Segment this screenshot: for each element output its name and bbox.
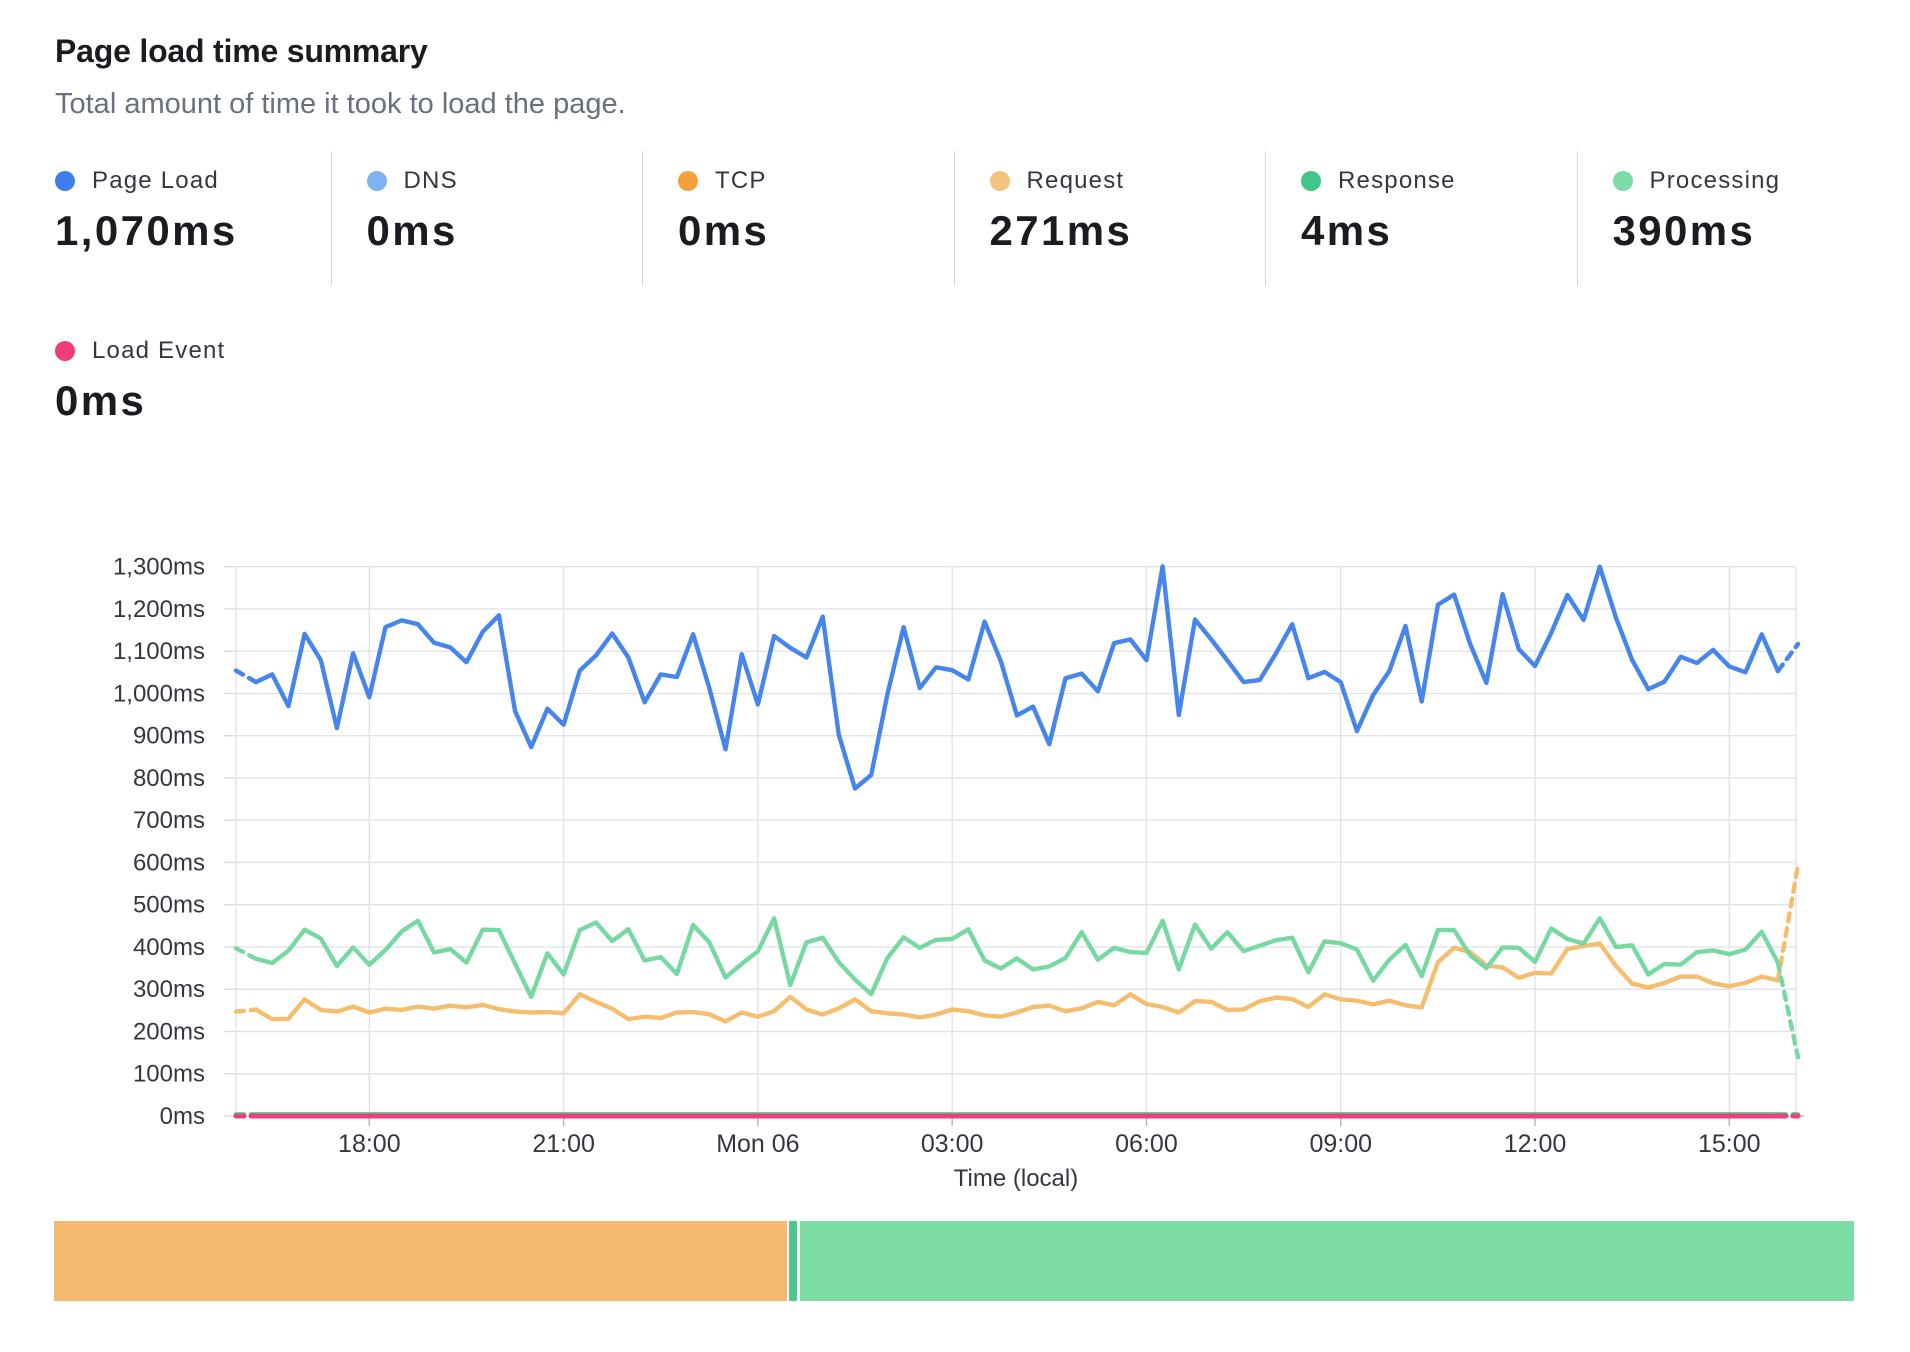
timeline-segment-divider-sliver[interactable] <box>788 1221 797 1301</box>
x-axis-label: 09:00 <box>1309 1130 1372 1158</box>
stat-divider <box>330 151 332 286</box>
series-page-load <box>253 564 1781 791</box>
stat-value: 390ms <box>1612 207 1756 254</box>
series-request <box>253 941 1781 1024</box>
stat-value: 271ms <box>989 207 1133 254</box>
y-axis-label: 300ms <box>133 976 205 1003</box>
stat-value: 0ms <box>366 207 458 254</box>
stat-label: Processing <box>1649 167 1781 194</box>
x-axis-label: 18:00 <box>338 1130 401 1158</box>
y-axis-label: 700ms <box>133 807 205 834</box>
stat-label: Page Load <box>92 167 219 194</box>
y-axis-label: 1,200ms <box>113 596 205 623</box>
y-axis-label: 1,100ms <box>113 638 205 665</box>
stat-divider <box>1265 151 1266 286</box>
y-axis-label: 600ms <box>133 849 205 876</box>
y-axis-label: 1,000ms <box>113 680 205 707</box>
timeline-segment-request-share[interactable] <box>54 1221 787 1301</box>
legend-dot-icon <box>366 171 387 191</box>
x-axis-label: Mon 06 <box>716 1130 799 1158</box>
timeline-bar[interactable] <box>54 1221 1854 1301</box>
x-axis-title: Time (local) <box>954 1165 1078 1192</box>
stat-label: Load Event <box>92 337 226 364</box>
series-processing <box>253 916 1781 999</box>
stat-value: 0ms <box>678 207 770 254</box>
x-axis-label: 21:00 <box>532 1130 595 1158</box>
series-page-load-edge <box>1775 641 1801 674</box>
x-axis-label: 15:00 <box>1698 1130 1761 1158</box>
page-title: Page load time summary <box>55 33 428 69</box>
stat-response: Response 4ms <box>1301 167 1577 255</box>
legend-dot-icon <box>678 171 698 191</box>
x-axis-label: 12:00 <box>1504 1130 1567 1158</box>
y-axis-label: 800ms <box>133 765 205 792</box>
stat-value: 1,070ms <box>55 207 238 254</box>
series-request-edge <box>233 1007 259 1014</box>
y-axis-label: 400ms <box>133 934 205 961</box>
legend-dot-icon <box>989 171 1010 191</box>
stat-tcp: TCP 0ms <box>678 167 954 255</box>
series-page-load-edge <box>233 668 259 685</box>
x-axis-label: 03:00 <box>921 1130 984 1158</box>
stat-label: TCP <box>715 167 767 194</box>
stat-divider <box>642 151 643 286</box>
legend-dot-icon <box>55 171 75 191</box>
legend-dot-icon <box>1612 171 1633 191</box>
stat-label: DNS <box>403 167 458 194</box>
series-request-edge <box>1775 862 1801 983</box>
page-load-time-chart[interactable]: 0ms 100ms 200ms 300ms 400ms 500ms 600ms 700ms 80… <box>0 0 1910 1210</box>
timeline-segment-processing-share[interactable] <box>799 1221 1854 1301</box>
y-axis-label: 500ms <box>133 892 205 919</box>
page-subtitle: Total amount of time it took to load the… <box>55 88 626 120</box>
y-axis-label: 1,300ms <box>113 554 205 581</box>
stat-value: 0ms <box>55 377 147 424</box>
series-processing-edge <box>233 946 259 961</box>
series-processing-edge <box>1775 960 1801 1060</box>
stat-processing: Processing 390ms <box>1612 167 1889 255</box>
x-axis-label: 06:00 <box>1115 1130 1178 1158</box>
y-axis-label: 200ms <box>133 1018 205 1045</box>
stat-label: Response <box>1338 167 1456 194</box>
y-axis-label: 0ms <box>160 1103 205 1130</box>
stat-load-event: Load Event 0ms <box>55 337 331 425</box>
y-axis-label: 100ms <box>133 1061 205 1088</box>
y-axis-label: 900ms <box>133 723 205 750</box>
stat-label: Request <box>1026 167 1125 194</box>
legend-dot-icon <box>55 341 75 361</box>
stat-request: Request 271ms <box>989 167 1266 255</box>
legend-dot-icon <box>1301 171 1321 191</box>
stat-divider <box>953 151 955 286</box>
stat-value: 4ms <box>1301 207 1393 254</box>
stat-divider <box>1576 151 1578 286</box>
stat-page-load: Page Load 1,070ms <box>55 167 331 255</box>
stat-dns: DNS 0ms <box>366 167 643 255</box>
